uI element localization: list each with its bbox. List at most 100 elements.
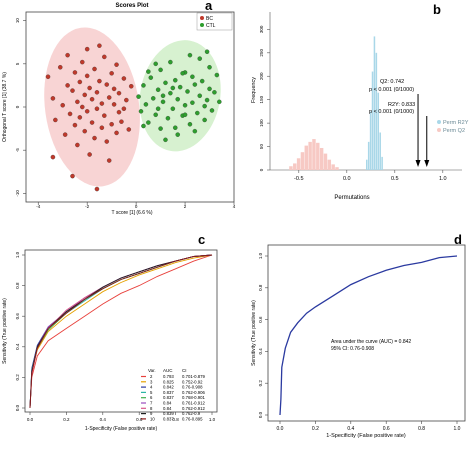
bc-point bbox=[104, 82, 110, 87]
bc-point bbox=[116, 109, 122, 115]
bc-point bbox=[102, 113, 107, 118]
c-legend-ci: 0.76-0.908 bbox=[182, 385, 203, 390]
perm-q2-bar bbox=[381, 156, 383, 170]
perm-r2y-bar bbox=[308, 141, 312, 170]
panel-d-xlabel: 1-Specificity (False positive rate) bbox=[326, 433, 406, 439]
ctl-point bbox=[202, 103, 207, 109]
c-legend-var: 3 bbox=[150, 379, 153, 384]
bc-point bbox=[60, 103, 65, 108]
d-y-tick-label: 0.8 bbox=[258, 284, 263, 291]
panel-d-ci-text: 95% CI: 0.76-0.908 bbox=[331, 346, 374, 352]
c-y-tick-label: 0.4 bbox=[15, 343, 20, 350]
r2y-observed-arrowhead bbox=[424, 160, 430, 167]
perm-r2y-bar bbox=[319, 147, 324, 170]
bc-point bbox=[62, 132, 68, 137]
perm-r2y-bar bbox=[300, 152, 305, 170]
d-y-tick-label: 1.0 bbox=[258, 252, 263, 259]
d-x-tick-label: 0.4 bbox=[347, 426, 354, 432]
ctl-point bbox=[182, 112, 188, 118]
d-x-tick-label: 1.0 bbox=[454, 426, 461, 432]
perm-r2y-bar bbox=[331, 164, 335, 170]
bc-point bbox=[114, 62, 119, 67]
perm-r2y-bar bbox=[316, 142, 320, 170]
ctl-point bbox=[168, 90, 173, 96]
ctl-point bbox=[175, 132, 180, 137]
b-y-tick-label: 200 bbox=[259, 72, 264, 80]
c-table-header-ci: CI bbox=[182, 368, 187, 373]
bc-point bbox=[92, 66, 97, 72]
c-legend-ci: 0.761-0.912 bbox=[182, 401, 206, 406]
bc-point bbox=[116, 90, 122, 96]
a-x-tick-label: -2 bbox=[85, 204, 89, 209]
d-y-tick-label: 0.4 bbox=[258, 348, 263, 355]
ctl-point bbox=[217, 99, 222, 105]
b-y-tick-label: 300 bbox=[259, 25, 264, 33]
ctl-point bbox=[146, 120, 151, 125]
perm-q2-bar bbox=[366, 159, 368, 170]
bc-point bbox=[77, 115, 83, 120]
perm-r2y-bar bbox=[327, 159, 332, 170]
bc-point bbox=[102, 54, 107, 60]
roc-line-var-10 bbox=[29, 254, 213, 409]
c-legend-var: 7 bbox=[150, 401, 153, 406]
bc-point bbox=[111, 102, 117, 107]
panel-d-ylabel: Sensitivity (True positive rate) bbox=[251, 300, 257, 366]
bc-point bbox=[82, 92, 87, 98]
bc-point bbox=[99, 125, 105, 130]
ctl-point bbox=[158, 126, 163, 131]
bc-point bbox=[87, 85, 92, 91]
bc-point bbox=[128, 84, 134, 89]
bc-point bbox=[87, 152, 92, 157]
d-y-tick-label: 0.6 bbox=[258, 316, 263, 323]
ctl-point bbox=[180, 71, 185, 76]
ctl-point bbox=[165, 115, 171, 121]
bc-point bbox=[109, 122, 114, 127]
c-x-tick-label: 1.0 bbox=[209, 417, 216, 422]
b-x-tick-label: 0.0 bbox=[343, 176, 351, 182]
bc-point bbox=[111, 86, 117, 92]
ctl-point bbox=[187, 52, 193, 58]
d-x-tick-label: 0.0 bbox=[277, 426, 284, 432]
bc-point bbox=[89, 96, 95, 102]
bc-point bbox=[67, 111, 73, 117]
legend-perm-q2-label: Perm Q2 bbox=[443, 128, 465, 134]
c-legend-auc: 0.837 bbox=[163, 395, 174, 400]
bc-point bbox=[77, 79, 83, 85]
a-x-tick-label: 2 bbox=[184, 204, 187, 209]
bc-point bbox=[65, 83, 70, 88]
perm-q2-bar bbox=[379, 132, 381, 170]
c-y-tick-label: 0.8 bbox=[15, 282, 20, 289]
bc-point bbox=[75, 99, 80, 105]
b-y-tick-label: 150 bbox=[259, 95, 264, 103]
a-y-tick-label: 0 bbox=[15, 105, 20, 108]
legend-perm-q2-marker bbox=[437, 128, 441, 132]
bc-point bbox=[97, 78, 102, 84]
ctl-point bbox=[212, 90, 217, 95]
perm-q2-bar bbox=[367, 141, 370, 170]
c-table-header-var: Var. bbox=[148, 368, 156, 373]
c-x-tick-label: 0.8 bbox=[172, 417, 179, 422]
ctl-point bbox=[192, 82, 198, 87]
bc-point bbox=[99, 101, 105, 106]
c-legend-auc: 0.837 bbox=[163, 390, 174, 395]
bc-point bbox=[72, 70, 78, 75]
legend-ctl-marker bbox=[200, 23, 204, 27]
q2-observed-arrowhead bbox=[415, 160, 421, 167]
ctl-point bbox=[141, 83, 146, 88]
perm-q2-bar bbox=[373, 36, 376, 170]
ctl-point bbox=[187, 122, 193, 127]
ctl-confidence-ellipse bbox=[139, 40, 221, 152]
bc-point bbox=[94, 106, 100, 111]
a-y-tick-label: -10 bbox=[15, 190, 20, 197]
d-x-tick-label: 0.2 bbox=[312, 426, 319, 432]
c-legend-auc: 0.793 bbox=[163, 374, 174, 379]
panel-b-ylabel: Frequency bbox=[251, 77, 257, 103]
bc-point bbox=[45, 74, 51, 80]
bc-point bbox=[84, 73, 90, 79]
panel-b-r2y-value: R2Y: 0.833 bbox=[388, 102, 415, 108]
d-x-tick-label: 0.6 bbox=[383, 426, 390, 432]
c-legend-auc: 0.84 bbox=[163, 406, 172, 411]
ctl-point bbox=[207, 86, 212, 92]
ctl-point bbox=[153, 61, 158, 67]
perm-r2y-bar bbox=[304, 145, 308, 170]
